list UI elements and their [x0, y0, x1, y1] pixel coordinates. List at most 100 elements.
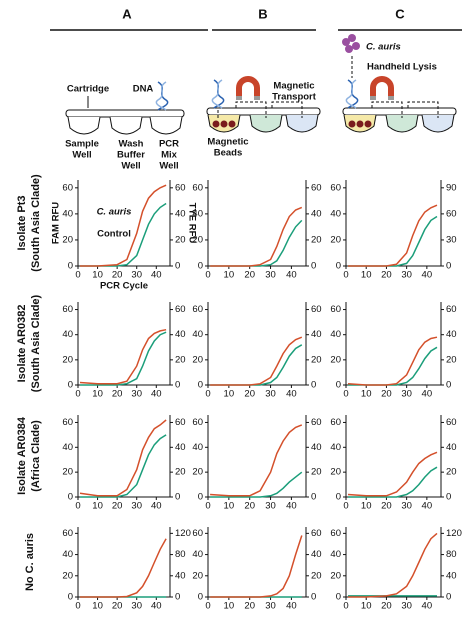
series-line	[347, 451, 438, 497]
y2-tick-label: 0	[311, 492, 316, 503]
x-tick-label: 10	[92, 389, 103, 400]
row-label: (Africa Clade)	[30, 420, 42, 492]
x-axis-label: PCR Cycle	[100, 281, 148, 292]
y2-tick-label: 0	[175, 261, 180, 272]
y-tick-label: 20	[330, 467, 341, 478]
well-label: Well	[72, 150, 91, 161]
y-tick-label: 40	[330, 329, 341, 340]
y-tick-label: 20	[62, 354, 73, 365]
y2-tick-label: 0	[311, 380, 316, 391]
x-tick-label: 40	[286, 389, 297, 400]
y2-tick-label: 0	[175, 592, 180, 603]
transport-label: Transport	[272, 92, 317, 103]
series-line	[210, 336, 303, 386]
x-tick-label: 10	[92, 270, 103, 281]
y-tick-label: 0	[68, 380, 73, 391]
dashed-arrow	[371, 101, 403, 118]
x-tick-label: 20	[112, 601, 123, 612]
x-tick-label: 30	[265, 270, 276, 281]
y2-tick-label: 40	[311, 442, 322, 453]
y-tick-label: 20	[330, 354, 341, 365]
y-tick-label: 40	[330, 442, 341, 453]
y-tick-label: 40	[192, 442, 203, 453]
x-tick-label: 30	[401, 501, 412, 512]
x-tick-label: 10	[92, 601, 103, 612]
y-tick-label: 0	[198, 380, 203, 391]
x-tick-label: 40	[151, 270, 162, 281]
y2-tick-label: 40	[446, 570, 457, 581]
y2-tick-label: 60	[175, 182, 186, 193]
y2-tick-label: 40	[175, 570, 186, 581]
cartridge-label: Cartridge	[67, 84, 109, 95]
y-tick-label: 60	[330, 182, 341, 193]
y-axis-label: FAM RFU	[51, 202, 62, 244]
well-label: Wash	[119, 139, 144, 150]
y2-tick-label: 40	[311, 208, 322, 219]
y-tick-label: 60	[192, 182, 203, 193]
x-tick-label: 30	[131, 501, 142, 512]
well-label: Sample	[65, 139, 99, 150]
x-tick-label: 0	[75, 601, 80, 612]
y2-tick-label: 0	[446, 492, 451, 503]
y-tick-label: 0	[336, 592, 341, 603]
x-tick-label: 30	[131, 389, 142, 400]
y-tick-label: 40	[62, 329, 73, 340]
x-tick-label: 20	[112, 389, 123, 400]
y-tick-label: 60	[330, 304, 341, 315]
organism-label: C. auris	[366, 42, 401, 53]
x-tick-label: 10	[224, 501, 235, 512]
dna-strand	[211, 79, 223, 109]
x-tick-label: 20	[112, 270, 123, 281]
x-tick-label: 10	[361, 389, 372, 400]
series-line	[348, 532, 438, 598]
series-line	[210, 535, 303, 598]
y2-tick-label: 0	[175, 492, 180, 503]
x-tick-label: 20	[244, 501, 255, 512]
well	[249, 114, 283, 133]
y-tick-label: 20	[62, 467, 73, 478]
y2-tick-label: 0	[311, 592, 316, 603]
magnet-tip	[236, 96, 242, 100]
cartridge-top	[65, 109, 185, 118]
y2-tick-label: 60	[446, 417, 457, 428]
y-tick-label: 40	[62, 208, 73, 219]
well-label: Buffer	[117, 150, 145, 161]
bead	[364, 120, 372, 128]
x-tick-label: 40	[422, 389, 433, 400]
x-tick-label: 30	[401, 601, 412, 612]
y2-tick-label: 20	[175, 234, 186, 245]
y2-tick-label: 20	[175, 467, 186, 478]
row-label: Isolate Pt3	[16, 195, 28, 250]
series-line	[348, 466, 438, 498]
series-line	[80, 434, 167, 498]
x-tick-label: 20	[244, 389, 255, 400]
y2-tick-label: 40	[175, 329, 186, 340]
beads-label: Magnetic	[207, 137, 248, 148]
x-tick-label: 10	[92, 501, 103, 512]
y2-tick-label: 40	[175, 208, 186, 219]
well-label: Mix	[161, 150, 178, 161]
series-line	[347, 336, 438, 386]
y2-tick-label: 20	[311, 234, 322, 245]
series-line	[79, 328, 167, 385]
x-tick-label: 10	[224, 389, 235, 400]
well-label: Well	[121, 161, 140, 172]
y-tick-label: 20	[62, 570, 73, 581]
dashed-arrow	[271, 101, 303, 118]
series-line	[210, 424, 303, 497]
y-tick-label: 40	[192, 549, 203, 560]
y2-tick-label: 80	[175, 549, 186, 560]
y-tick-label: 40	[192, 329, 203, 340]
x-tick-label: 0	[205, 501, 210, 512]
cartridge-top	[206, 107, 321, 116]
beads-label: Beads	[214, 148, 243, 159]
y-tick-label: 40	[62, 549, 73, 560]
magnet	[236, 76, 260, 98]
x-tick-label: 20	[381, 270, 392, 281]
y-tick-label: 60	[62, 182, 73, 193]
y2-tick-label: 20	[311, 354, 322, 365]
row-label: Isolate AR0382	[16, 305, 28, 383]
series-line	[80, 184, 167, 267]
organism	[342, 38, 350, 46]
